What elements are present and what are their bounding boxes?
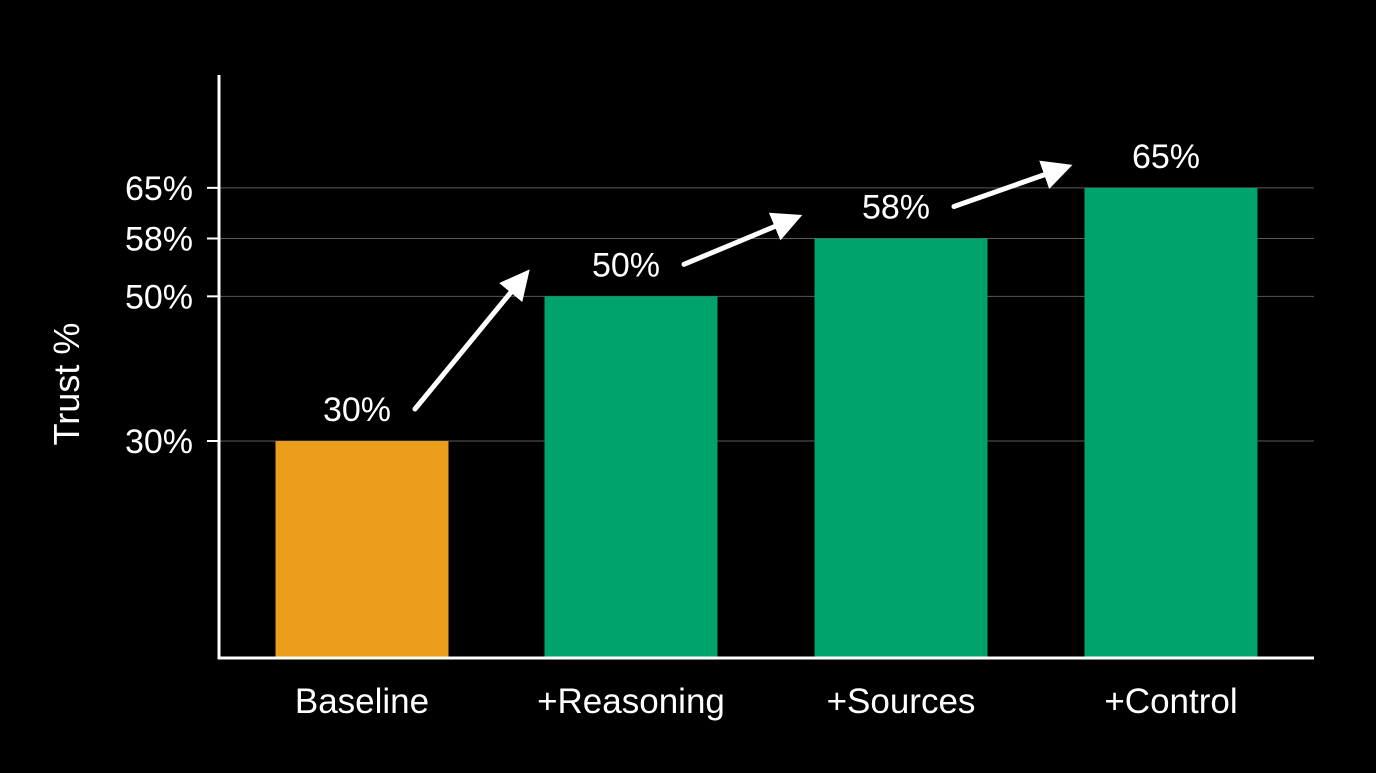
y-tick-label: 58% [125, 220, 193, 258]
y-tick-label: 50% [125, 278, 193, 316]
trend-arrow [412, 269, 530, 412]
trend-arrows [412, 160, 1073, 412]
x-category-labels: Baseline +Reasoning +Sources +Control [295, 682, 1238, 721]
bar-reasoning [544, 296, 718, 658]
x-category-label: +Sources [827, 682, 976, 721]
x-category-label: +Control [1104, 682, 1237, 721]
x-category-label: +Reasoning [537, 682, 725, 721]
data-label: 30% [323, 391, 391, 429]
x-category-label: Baseline [295, 682, 429, 721]
trend-arrow [681, 212, 803, 267]
data-label: 65% [1132, 138, 1200, 176]
bar-control [1084, 187, 1258, 659]
y-tick-label: 65% [125, 170, 193, 208]
y-ticks: 30% 50% 58% 65% [125, 170, 219, 461]
data-labels: 30% 50% 58% 65% [323, 138, 1200, 429]
y-tick-label: 30% [125, 423, 193, 461]
data-label: 50% [592, 246, 660, 284]
axes [217, 75, 1314, 660]
bars [275, 187, 1258, 659]
y-axis-title: Trust % [46, 323, 87, 446]
trend-arrow [951, 160, 1073, 209]
data-label: 58% [862, 188, 930, 226]
bar-sources [814, 238, 988, 658]
bar-baseline [275, 441, 449, 658]
